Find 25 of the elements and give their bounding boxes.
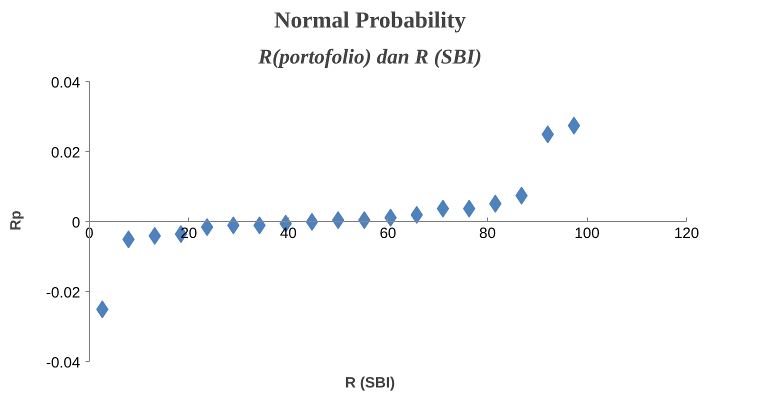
y-tick-label: 0.04 [51, 74, 80, 92]
chart-subtitle: R(portofolio) dan R (SBI) [257, 44, 482, 68]
x-tick-label: 120 [674, 224, 700, 242]
y-axis-title: Rp [8, 210, 24, 230]
point [462, 200, 476, 218]
point [253, 216, 266, 234]
y-tick-label: -0.04 [46, 354, 80, 372]
x-tick-label: 60 [380, 224, 396, 242]
point [200, 218, 214, 236]
chart-title: Normal Probability [274, 8, 466, 32]
x-tick-label: 80 [479, 224, 496, 242]
point [515, 186, 528, 205]
x-tick-label: 40 [280, 224, 297, 242]
x-tick-label: 100 [574, 224, 600, 242]
point [227, 216, 240, 234]
point [306, 212, 318, 231]
point [489, 194, 502, 213]
point [384, 208, 397, 227]
point [122, 230, 135, 248]
point [568, 116, 580, 135]
point [436, 200, 450, 218]
point [332, 211, 344, 230]
y-tick-label: 0.02 [51, 144, 80, 162]
y-tick-label: -0.02 [46, 284, 80, 302]
x-axis-title: R (SBI) [345, 374, 395, 392]
